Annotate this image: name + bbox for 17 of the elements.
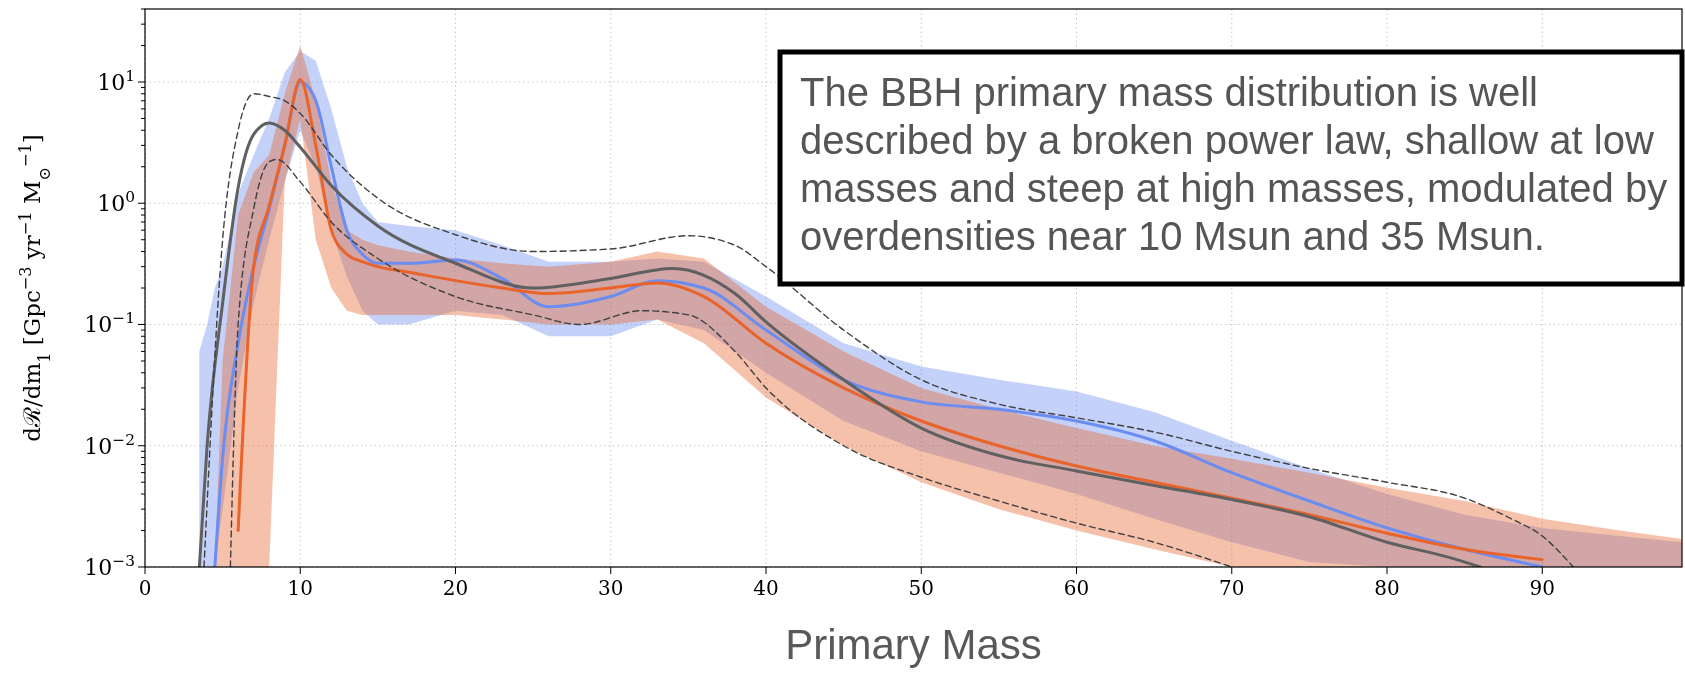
- x-tick-label: 30: [598, 576, 624, 600]
- y-tick-label: 10$^{−1}$: [84, 309, 135, 338]
- x-tick-label: 20: [442, 576, 469, 600]
- x-tick-label: 0: [138, 576, 152, 600]
- y-tick-label: 10$^{1}$: [97, 67, 135, 95]
- x-axis-title: Primary Mass: [785, 621, 1042, 668]
- y-tick-label: 10$^{−2}$: [84, 430, 135, 459]
- y-tick-label: 10$^{0}$: [97, 188, 135, 217]
- x-tick-label: 70: [1219, 576, 1245, 600]
- x-tick-label: 90: [1529, 576, 1555, 600]
- x-tick-label: 40: [753, 576, 779, 600]
- x-tick-label: 60: [1063, 576, 1090, 600]
- x-tick-label: 50: [908, 576, 934, 600]
- annotation: The BBH primary mass distribution is well described by a broken power law, shallow at low masses and steep at high masses, modulated by overdensities near 10 Msun and 35 Msun.: [800, 70, 1668, 258]
- y-tick-label: 10$^{−3}$: [84, 552, 135, 580]
- x-tick-label: 10: [287, 576, 313, 600]
- x-tick-label: 80: [1374, 576, 1400, 600]
